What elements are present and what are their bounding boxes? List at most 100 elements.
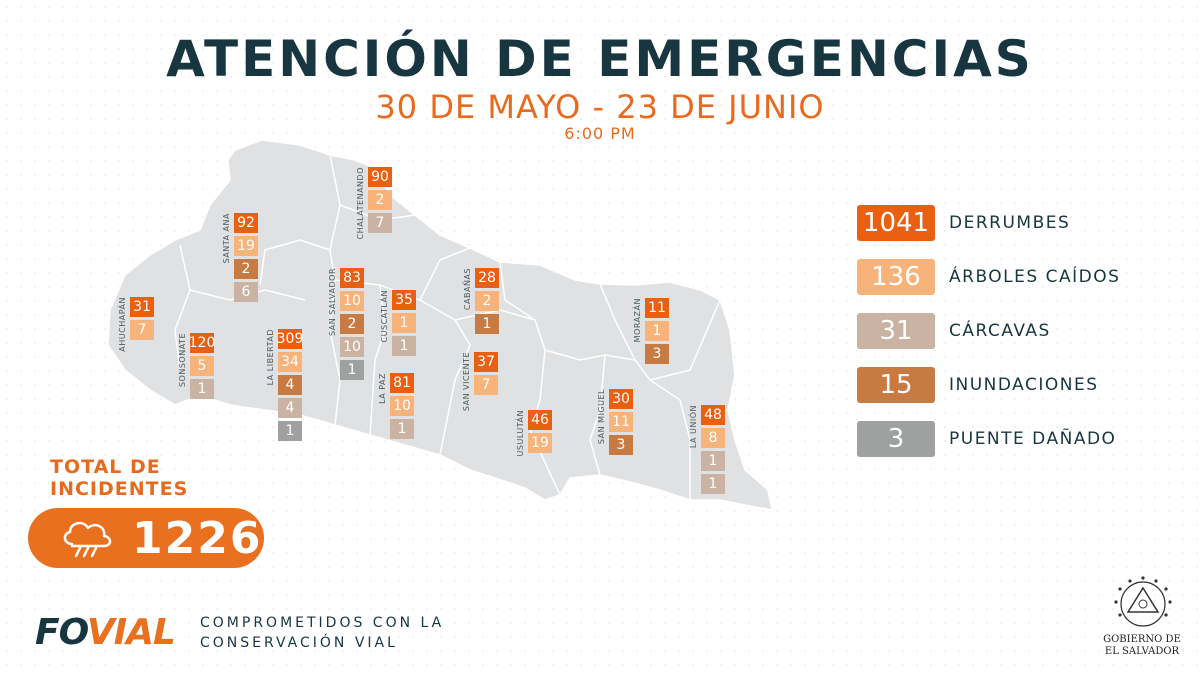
department-name: SAN SALVADOR bbox=[328, 268, 337, 336]
legend-row-arboles: 136 ÁRBOLES CAÍDOS bbox=[857, 259, 1120, 295]
legend-row-puente: 3 PUENTE DAÑADO bbox=[857, 421, 1120, 457]
tagline: COMPROMETIDOS CON LA CONSERVACIÓN VIAL bbox=[200, 613, 444, 653]
stat-derrumbes: 83 bbox=[340, 268, 364, 288]
department-name: LA UNIÓN bbox=[689, 405, 698, 449]
stat-derrumbes: 37 bbox=[474, 352, 498, 372]
stat-inundaciones: 3 bbox=[609, 435, 633, 455]
stat-derrumbes: 35 bbox=[392, 290, 416, 310]
department-11: SAN MIGUEL 30 11 3 bbox=[597, 389, 633, 458]
department-4: CHALATENANDO 90 2 7 bbox=[356, 167, 392, 239]
department-13: LA UNIÓN 48 8 1 1 bbox=[689, 405, 725, 497]
fovial-logo-vial: VIAL bbox=[86, 612, 176, 653]
department-9: SAN VICENTE 37 7 bbox=[462, 352, 498, 411]
stat-carcavas: 1 bbox=[190, 379, 214, 399]
stat-derrumbes: 81 bbox=[390, 373, 414, 393]
stat-carcavas: 1 bbox=[392, 336, 416, 356]
department-name: CUSCATLÁN bbox=[380, 290, 389, 343]
stat-arboles: 19 bbox=[234, 236, 258, 256]
stat-arboles: 2 bbox=[368, 190, 392, 210]
department-name: CABAÑAS bbox=[463, 268, 472, 311]
department-6: CUSCATLÁN 35 1 1 bbox=[380, 290, 416, 359]
stat-inundaciones: 4 bbox=[278, 375, 302, 395]
stat-carcavas: 10 bbox=[340, 337, 364, 357]
legend-label: DERRUMBES bbox=[949, 213, 1071, 233]
date-range: 30 DE MAYO - 23 DE JUNIO bbox=[375, 88, 825, 126]
department-10: USULUTÁN 46 19 bbox=[516, 410, 552, 456]
department-5: SAN SALVADOR 83 10 2 10 1 bbox=[328, 268, 364, 383]
department-name: USULUTÁN bbox=[516, 410, 525, 457]
legend-value: 3 bbox=[857, 421, 935, 457]
legend-value: 15 bbox=[857, 367, 935, 403]
stat-inundaciones: 3 bbox=[645, 344, 669, 364]
stat-derrumbes: 120 bbox=[188, 333, 216, 353]
stat-derrumbes: 31 bbox=[130, 297, 154, 317]
department-0: AHUCHAPÁN 31 7 bbox=[118, 297, 154, 352]
stat-puente: 1 bbox=[340, 360, 364, 380]
stat-derrumbes: 90 bbox=[368, 167, 392, 187]
stat-arboles: 2 bbox=[475, 291, 499, 311]
total-label: TOTAL DE INCIDENTES bbox=[50, 456, 188, 500]
legend-value: 1041 bbox=[857, 205, 935, 241]
department-name: LA PAZ bbox=[378, 373, 387, 404]
stat-carcavas: 1 bbox=[390, 419, 414, 439]
stat-puente: 1 bbox=[278, 421, 302, 441]
fovial-logo: FOVIAL bbox=[35, 612, 176, 653]
gov-line1: GOBIERNO DE bbox=[1103, 634, 1181, 645]
total-label-line1: TOTAL DE bbox=[50, 456, 161, 478]
stat-inundaciones: 2 bbox=[234, 259, 258, 279]
department-name: CHALATENANDO bbox=[356, 167, 365, 240]
legend-row-derrumbes: 1041 DERRUMBES bbox=[857, 205, 1120, 241]
stat-arboles: 11 bbox=[609, 412, 633, 432]
stat-arboles: 19 bbox=[528, 433, 552, 453]
stat-arboles: 10 bbox=[340, 291, 364, 311]
department-12: MORAZÁN 11 1 3 bbox=[633, 298, 669, 367]
legend: 1041 DERRUMBES 136 ÁRBOLES CAÍDOS 31 CÁRCAVAS… bbox=[857, 205, 1120, 475]
stat-derrumbes: 28 bbox=[475, 268, 499, 288]
country-shape bbox=[107, 139, 773, 511]
stat-carcavas: 4 bbox=[278, 398, 302, 418]
stat-arboles: 10 bbox=[390, 396, 414, 416]
department-7: LA PAZ 81 10 1 bbox=[378, 373, 414, 442]
total-label-line2: INCIDENTES bbox=[50, 478, 189, 500]
stat-derrumbes: 11 bbox=[645, 298, 669, 318]
fovial-logo-fo: FO bbox=[35, 612, 88, 653]
department-name: SONSONATE bbox=[178, 333, 187, 388]
report-time: 6:00 PM bbox=[564, 124, 636, 143]
stat-inundaciones: 1 bbox=[475, 314, 499, 334]
gov-line2: EL SALVADOR bbox=[1104, 646, 1180, 657]
stat-carcavas: 1 bbox=[701, 474, 725, 494]
department-name: SAN VICENTE bbox=[462, 352, 471, 412]
stat-derrumbes: 30 bbox=[609, 389, 633, 409]
stat-derrumbes: 92 bbox=[234, 213, 258, 233]
legend-label: ÁRBOLES CAÍDOS bbox=[949, 267, 1121, 287]
stat-derrumbes: 309 bbox=[276, 329, 304, 349]
legend-label: INUNDACIONES bbox=[949, 375, 1099, 395]
legend-row-carcavas: 31 CÁRCAVAS bbox=[857, 313, 1120, 349]
rain-cloud-icon bbox=[63, 521, 112, 558]
department-1: SONSONATE 120 5 1 bbox=[178, 333, 216, 402]
stat-carcavas: 1 bbox=[701, 451, 725, 471]
department-8: CABAÑAS 28 2 1 bbox=[463, 268, 499, 337]
stat-arboles: 5 bbox=[190, 356, 214, 376]
stat-carcavas: 7 bbox=[368, 213, 392, 233]
legend-label: CÁRCAVAS bbox=[949, 321, 1051, 341]
department-name: LA LIBERTAD bbox=[266, 329, 275, 386]
department-name: MORAZÁN bbox=[633, 298, 642, 343]
tagline-line1: COMPROMETIDOS CON LA bbox=[200, 615, 445, 631]
coat-of-arms-icon bbox=[1114, 576, 1172, 627]
total-value: 1226 bbox=[132, 512, 263, 564]
department-name: SANTA ANA bbox=[222, 213, 231, 264]
stat-arboles: 7 bbox=[130, 320, 154, 340]
stat-arboles: 7 bbox=[474, 375, 498, 395]
stat-arboles: 34 bbox=[278, 352, 302, 372]
stat-arboles: 1 bbox=[392, 313, 416, 333]
government-logo-text: GOBIERNO DE EL SALVADOR bbox=[1090, 634, 1194, 658]
tagline-line2: CONSERVACIÓN VIAL bbox=[200, 635, 398, 651]
legend-row-inundaciones: 15 INUNDACIONES bbox=[857, 367, 1120, 403]
legend-value: 136 bbox=[857, 259, 935, 295]
department-2: SANTA ANA 92 19 2 6 bbox=[222, 213, 258, 305]
stat-derrumbes: 48 bbox=[701, 405, 725, 425]
legend-value: 31 bbox=[857, 313, 935, 349]
stat-arboles: 1 bbox=[645, 321, 669, 341]
